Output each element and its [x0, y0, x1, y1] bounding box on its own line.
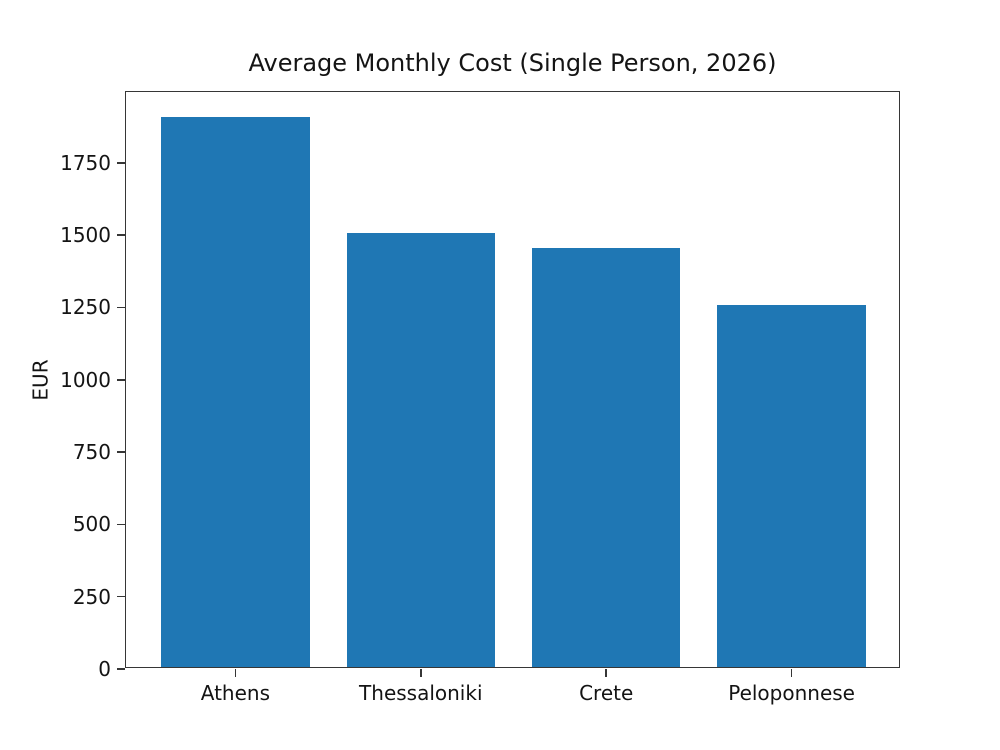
chart-title: Average Monthly Cost (Single Person, 202… — [248, 49, 777, 77]
x-tick-label: Thessaloniki — [359, 681, 483, 705]
y-tick-label: 250 — [72, 584, 111, 609]
y-tick-mark — [116, 306, 125, 309]
x-tick-mark — [790, 669, 793, 677]
y-tick-mark — [116, 162, 125, 164]
y-tick-label: 500 — [72, 512, 111, 537]
y-tick-label: 750 — [72, 440, 111, 465]
y-tick-label: 1250 — [60, 295, 111, 320]
x-tick-mark — [234, 669, 237, 677]
x-tick-mark — [420, 669, 422, 677]
bar-athens — [161, 117, 310, 667]
y-tick-mark — [116, 451, 125, 453]
y-tick-mark — [116, 523, 125, 526]
y-tick-label: 0 — [98, 657, 111, 681]
y-tick-mark — [116, 668, 125, 670]
plot-area: Athens Thessaloniki Crete Peloponnese 0 250 50… — [60, 91, 900, 705]
x-tick-label: Athens — [200, 681, 270, 705]
y-tick-label: 1500 — [60, 223, 111, 248]
bar-crete — [532, 247, 681, 667]
y-tick-label: 1000 — [60, 367, 111, 392]
bar-thessaloniki — [346, 233, 495, 667]
bar-peloponnese — [717, 305, 866, 667]
y-tick-label: 1750 — [60, 150, 111, 175]
y-tick-mark — [116, 379, 125, 381]
x-tick-label: Peloponnese — [728, 681, 855, 705]
y-tick-mark — [116, 595, 125, 598]
y-tick-mark — [116, 234, 125, 236]
x-tick-label: Crete — [579, 681, 634, 705]
x-tick-mark — [605, 669, 607, 677]
